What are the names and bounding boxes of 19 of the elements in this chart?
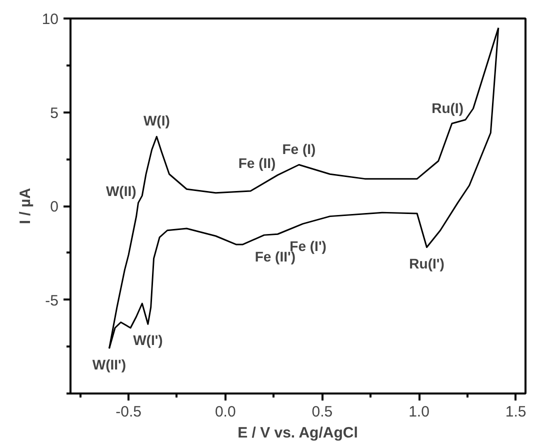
annotation: Ru(I') [409, 255, 444, 272]
annotation: Fe (II) [238, 155, 276, 172]
y-tick-label: 0 [50, 198, 58, 216]
x-tick-label: 1.5 [505, 404, 526, 420]
annotation: W(II') [92, 356, 126, 372]
x-tick-label: 0.0 [214, 404, 236, 420]
x-tick-label: 0.5 [312, 404, 333, 420]
y-tick-label: 10 [42, 11, 59, 28]
annotation: Fe (I) [282, 140, 316, 157]
annotation: W(I') [133, 332, 163, 348]
annotation: W(II) [106, 182, 136, 199]
y-tick-label: -5 [45, 292, 59, 310]
y-tick-label: 5 [50, 104, 58, 122]
annotation: W(I) [143, 112, 170, 129]
annotation: Ru(I) [432, 100, 464, 116]
x-tick-label: -0.5 [116, 404, 142, 420]
y-axis-title: I / µA [16, 188, 34, 224]
x-axis-title: E / V vs. Ag/AgCl [238, 424, 358, 442]
x-tick-label: 1.0 [408, 404, 430, 420]
